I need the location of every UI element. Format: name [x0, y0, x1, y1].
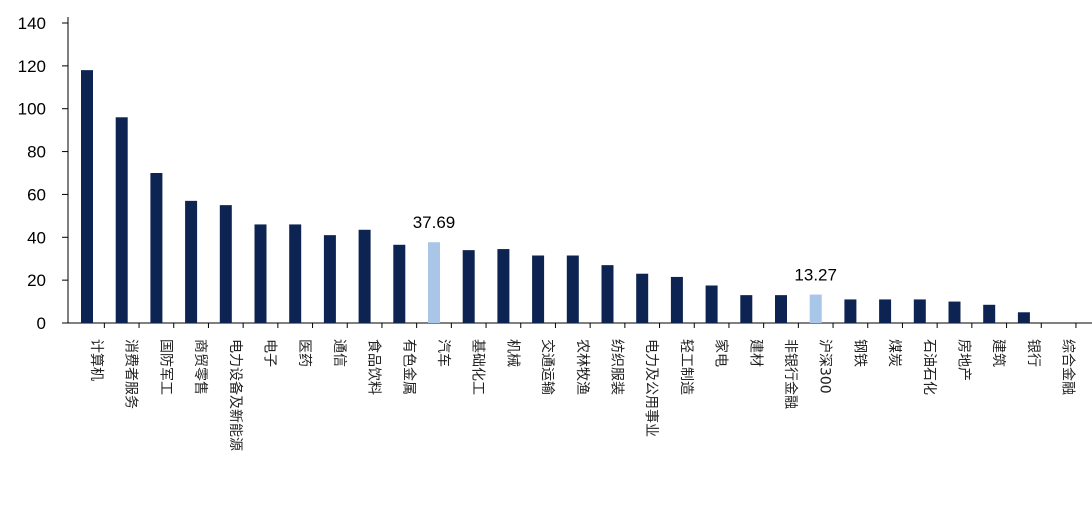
x-category-label: 房地产 [956, 339, 972, 381]
data-label: 37.69 [413, 213, 456, 232]
bar [705, 285, 718, 323]
x-category-label: 非银行金融 [782, 339, 798, 409]
x-category-label: 石油石化 [921, 339, 937, 395]
x-category-label: 电子 [262, 339, 278, 367]
bar [948, 301, 961, 323]
bar [775, 295, 787, 323]
x-category-label: 钢铁 [851, 339, 867, 367]
y-tick-label: 60 [27, 185, 46, 204]
y-tick-label: 40 [27, 228, 46, 247]
bar [636, 273, 649, 323]
x-category-label: 电力设备及新能源 [227, 339, 244, 451]
bar [740, 295, 753, 323]
bar [670, 276, 683, 323]
bar [150, 173, 163, 323]
x-category-label: 商贸零售 [192, 339, 208, 395]
x-category-label: 基础化工 [470, 339, 487, 395]
x-category-label: 家电 [713, 339, 730, 367]
x-category-label: 国防军工 [157, 339, 173, 395]
x-category-label: 轻工制造 [678, 339, 694, 395]
bar [393, 244, 406, 323]
x-category-label: 煤炭 [886, 339, 902, 367]
y-tick-label: 20 [27, 271, 46, 290]
x-category-label: 计算机 [88, 339, 104, 381]
bar [532, 255, 545, 323]
bar [983, 304, 996, 323]
x-category-label: 银行 [1025, 339, 1041, 367]
bar [1017, 312, 1030, 323]
x-category-label: 医药 [296, 339, 312, 367]
bar [879, 299, 892, 323]
bar [115, 117, 128, 324]
x-category-label: 沪深300 [817, 339, 833, 394]
bar [323, 235, 336, 323]
x-category-label: 机械 [504, 339, 520, 367]
x-category-label: 交通运输 [539, 339, 556, 395]
bar [81, 70, 93, 324]
bar [358, 229, 371, 323]
x-category-label: 农林牧渔 [574, 339, 590, 395]
bar [254, 224, 267, 323]
bar [601, 265, 614, 323]
x-category-label: 消费者服务 [123, 339, 139, 409]
y-tick-label: 80 [27, 143, 46, 162]
bar [185, 200, 198, 323]
y-tick-label: 120 [18, 57, 46, 76]
bar [497, 249, 510, 323]
bar [289, 224, 302, 323]
y-tick-label: 140 [18, 14, 46, 33]
x-category-label: 纺织服装 [609, 339, 625, 395]
bar [219, 205, 232, 323]
x-category-label: 通信 [331, 339, 347, 367]
y-tick-label: 100 [18, 100, 46, 119]
x-category-label: 电力及公用事业 [643, 339, 659, 437]
x-category-label: 汽车 [435, 339, 452, 367]
bar [428, 242, 440, 323]
x-category-label: 食品饮料 [366, 339, 383, 395]
bar [566, 255, 579, 323]
x-category-label: 建筑 [990, 339, 1006, 367]
x-category-label: 有色金属 [400, 339, 417, 395]
bar [913, 299, 926, 323]
bar [462, 250, 475, 323]
bar [809, 294, 822, 323]
x-category-label: 综合金融 [1060, 339, 1076, 395]
bar [844, 299, 857, 323]
data-label: 13.27 [794, 266, 837, 285]
y-tick-label: 0 [37, 314, 46, 333]
x-category-label: 建材 [747, 339, 763, 367]
